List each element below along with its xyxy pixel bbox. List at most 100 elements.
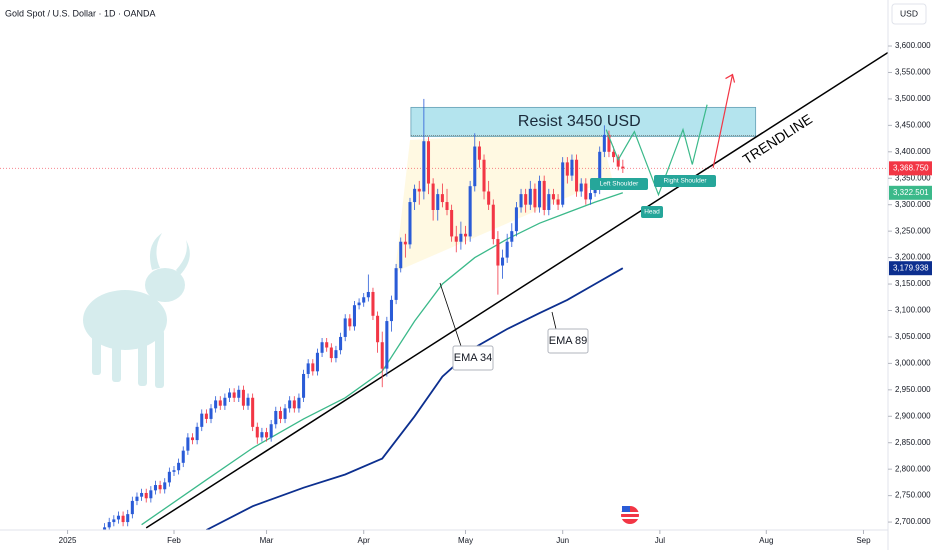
- candle-body: [311, 363, 315, 372]
- candle-body: [214, 400, 218, 409]
- candle-body: [130, 500, 134, 515]
- candle-body: [621, 166, 625, 169]
- candle-body: [519, 194, 523, 208]
- candle-body: [251, 397, 255, 427]
- candle-body: [477, 146, 481, 160]
- candle-body: [570, 159, 574, 176]
- candle-body: [112, 519, 116, 523]
- x-tick-label: Feb: [167, 536, 181, 545]
- candle-body: [177, 462, 181, 471]
- candle-body: [579, 183, 583, 192]
- candle-body: [417, 188, 421, 192]
- candle-body: [255, 426, 259, 438]
- candle-body: [334, 350, 338, 359]
- y-tick-label: 2,950.000: [895, 385, 931, 394]
- candle-body: [297, 397, 301, 409]
- candle-body: [408, 202, 412, 245]
- candle-body: [306, 363, 310, 374]
- projection-path: [605, 104, 708, 197]
- candle-body: [422, 141, 426, 192]
- y-tick-label: 3,300.000: [895, 200, 931, 209]
- ema-line: [205, 267, 624, 530]
- callout-box: [547, 328, 589, 354]
- candle-body: [445, 202, 449, 210]
- currency-box: [891, 3, 927, 25]
- candle-body: [153, 485, 158, 491]
- pattern-label: Left Shoulder: [600, 181, 640, 188]
- candle-body: [269, 424, 273, 438]
- candle-body: [339, 336, 343, 351]
- y-tick-label: 3,150.000: [895, 279, 931, 288]
- pattern-label-box: [590, 178, 648, 190]
- candle-body: [491, 204, 495, 240]
- breakout-arrow: [712, 74, 734, 168]
- candle-body: [436, 194, 440, 210]
- candle-body: [167, 471, 171, 483]
- price-marker-label: 3,368.750: [893, 163, 929, 172]
- price-marker: [889, 261, 932, 276]
- candle-body: [496, 239, 500, 266]
- resistance-zone: [410, 106, 757, 137]
- y-tick-label: 2,800.000: [895, 464, 931, 473]
- callout-pointer: [439, 282, 462, 347]
- y-tick-label: 2,850.000: [895, 438, 931, 447]
- candle-body: [288, 400, 292, 409]
- resistance-label: Resist 3450 USD: [518, 113, 641, 130]
- candle-body: [542, 180, 546, 210]
- candle-body: [616, 157, 620, 167]
- candle-body: [440, 194, 444, 203]
- y-tick-label: 3,200.000: [895, 253, 931, 262]
- candle-body: [158, 485, 162, 490]
- candle-body: [524, 194, 528, 205]
- candle-body: [561, 162, 565, 205]
- candle-body: [195, 426, 199, 441]
- candle-body: [209, 408, 213, 419]
- candle-body: [278, 410, 282, 419]
- candle-body: [348, 318, 352, 327]
- chart-title: Gold Spot / U.S. Dollar · 1D · OANDA: [5, 8, 156, 18]
- candle-body: [584, 183, 588, 200]
- candle-body: [362, 297, 366, 303]
- candle-body: [241, 389, 245, 406]
- candle-body: [454, 236, 458, 242]
- candle-body: [325, 342, 329, 348]
- candle-body: [505, 241, 509, 258]
- candle-body: [121, 515, 125, 523]
- candle-body: [186, 437, 190, 451]
- candle-body: [329, 347, 333, 359]
- callout-label: EMA 34: [454, 352, 493, 364]
- candle-body: [426, 141, 431, 184]
- candle-body: [487, 191, 491, 205]
- ema-line: [141, 192, 624, 526]
- candle-body: [227, 392, 232, 398]
- candle-body: [565, 162, 569, 176]
- candle-body: [126, 514, 130, 523]
- y-tick-label: 3,350.000: [895, 173, 931, 182]
- candle-body: [473, 146, 477, 187]
- x-tick-label: May: [458, 536, 473, 545]
- y-tick-label: 3,000.000: [895, 358, 931, 367]
- candle-body: [528, 188, 532, 205]
- candle-body: [602, 134, 606, 152]
- candle-body: [371, 291, 375, 316]
- candle-body: [547, 194, 551, 210]
- candle-body: [116, 515, 120, 520]
- candle-body: [302, 373, 306, 398]
- candle-body: [274, 410, 278, 425]
- candle-body: [352, 305, 356, 327]
- pattern-label: Right Shoulder: [664, 178, 708, 185]
- candle-body: [292, 400, 296, 409]
- candle-body: [218, 400, 222, 406]
- bull-illustration: [83, 233, 190, 388]
- y-tick-label: 3,400.000: [895, 147, 931, 156]
- price-marker-label: 3,322.501: [893, 188, 929, 197]
- candle-body: [533, 188, 537, 208]
- y-tick-label: 3,100.000: [895, 306, 931, 315]
- candle-body: [107, 522, 111, 528]
- candle-body: [223, 397, 227, 406]
- pattern-label-box: [641, 206, 663, 218]
- candle-body: [551, 194, 555, 200]
- candle-body: [283, 408, 287, 419]
- candle-body: [514, 207, 518, 232]
